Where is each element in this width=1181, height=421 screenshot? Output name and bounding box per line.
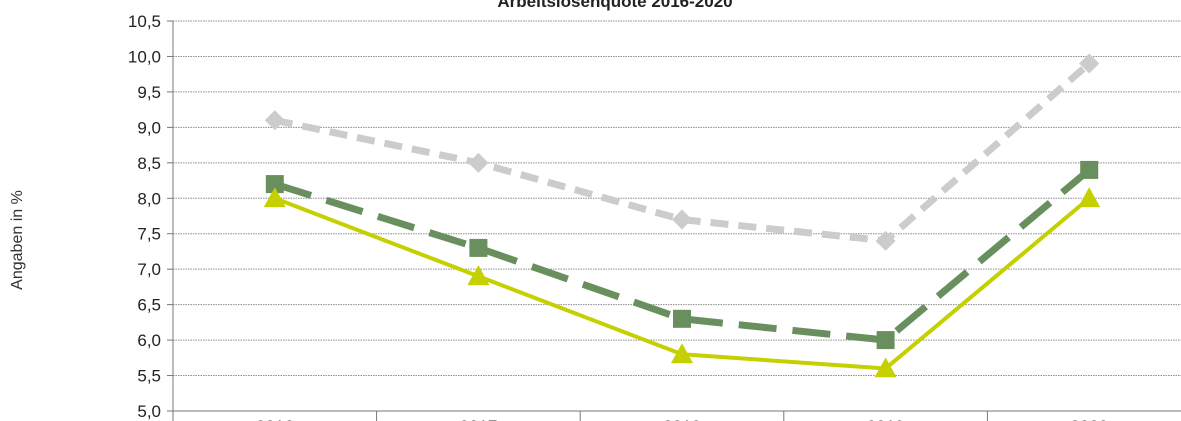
data-point-square <box>673 309 691 328</box>
y-tick-label: 9,5 <box>137 83 161 102</box>
series-3 <box>263 187 1101 378</box>
y-axis-label: Angaben in % <box>9 190 26 290</box>
data-point-square <box>265 175 284 194</box>
data-point-square <box>469 238 488 257</box>
grid-lines <box>173 20 1181 412</box>
x-tick-label: 2017 <box>459 417 497 421</box>
data-point-diamond <box>875 230 896 251</box>
data-point-triangle <box>874 357 897 378</box>
data-point-triangle <box>467 265 490 286</box>
chart-title: Arbeitslosenquote 2016-2020 <box>497 0 732 11</box>
x-tick-label: 2020 <box>1070 417 1108 421</box>
y-tick-label: 6,5 <box>137 296 161 315</box>
data-point-square <box>876 331 895 350</box>
series-2 <box>265 160 1099 350</box>
data-point-diamond <box>468 152 489 173</box>
x-tick-label: 2018 <box>663 417 701 421</box>
x-tick-label: 2019 <box>867 417 905 421</box>
y-tick-label: 5,0 <box>137 402 161 421</box>
x-tick-labels: 2016 2017 2018 2019 2020 <box>256 417 1108 421</box>
data-point-triangle <box>263 187 286 208</box>
data-point-diamond <box>1079 53 1100 74</box>
data-point-diamond <box>672 209 692 230</box>
y-tick-labels: 5,0 5,5 6,0 6,5 7,0 7,5 8,0 8,5 9,0 9,5 10,0 10,5 <box>128 12 161 421</box>
series-line <box>274 60 1092 245</box>
data-point-square <box>1080 160 1099 179</box>
y-tick-label: 9,0 <box>137 118 161 137</box>
y-tick-label: 6,0 <box>137 331 161 350</box>
y-tick-label: 7,5 <box>137 225 161 244</box>
series-group <box>263 53 1101 378</box>
y-tick-label: 7,0 <box>137 260 161 279</box>
y-tick-label: 10,0 <box>128 47 161 66</box>
data-point-triangle <box>1078 187 1101 208</box>
x-tick-label: 2016 <box>256 417 294 421</box>
axes <box>167 20 1181 421</box>
data-point-diamond <box>264 110 285 131</box>
y-tick-label: 5,5 <box>137 367 161 386</box>
y-tick-label: 8,5 <box>137 154 161 173</box>
data-point-triangle <box>671 343 693 364</box>
y-tick-label: 10,5 <box>128 12 161 31</box>
y-tick-label: 8,0 <box>137 189 161 208</box>
series-line <box>273 167 1092 344</box>
series-1 <box>264 53 1100 251</box>
